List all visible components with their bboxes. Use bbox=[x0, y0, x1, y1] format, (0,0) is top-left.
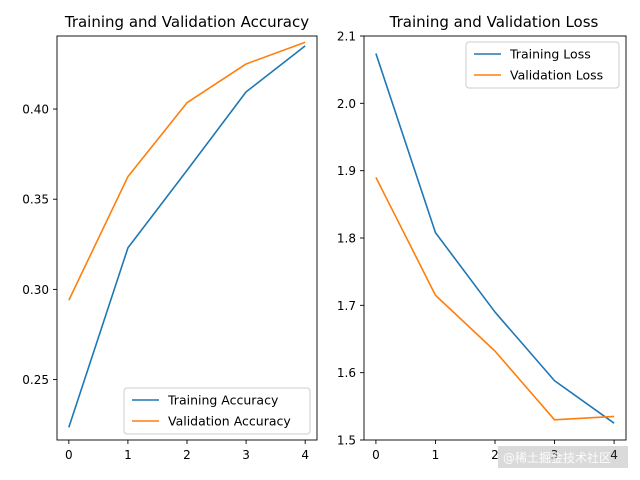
loss-x-tick-label: 2 bbox=[491, 448, 499, 462]
accuracy-x-tick-label: 2 bbox=[183, 448, 191, 462]
accuracy-chart-panel: Training and Validation Accuracy 0 1 2 3 4 0.… bbox=[22, 13, 318, 462]
loss-x-tick-label: 1 bbox=[432, 448, 440, 462]
loss-series-line-training bbox=[375, 53, 615, 424]
loss-y-tick-label: 2.0 bbox=[337, 97, 356, 111]
accuracy-x-tick-label: 1 bbox=[124, 448, 132, 462]
accuracy-y-tick-label: 0.40 bbox=[22, 103, 49, 117]
loss-legend-label-validation: Validation Loss bbox=[510, 68, 603, 83]
accuracy-y-tick-label: 0.30 bbox=[22, 283, 49, 297]
loss-y-tick-label: 1.5 bbox=[337, 434, 356, 448]
loss-y-tick-label: 1.8 bbox=[337, 232, 356, 246]
accuracy-y-tick-label: 0.25 bbox=[22, 373, 49, 387]
accuracy-series-line-validation bbox=[68, 41, 306, 301]
watermark-group: @稀土掘金技术社区 bbox=[498, 446, 628, 468]
loss-chart-title: Training and Validation Loss bbox=[389, 13, 599, 31]
accuracy-x-tick-label: 4 bbox=[301, 448, 309, 462]
accuracy-y-tick-label: 0.35 bbox=[22, 193, 49, 207]
accuracy-legend-label-training: Training Accuracy bbox=[167, 393, 279, 408]
accuracy-chart-title: Training and Validation Accuracy bbox=[64, 13, 309, 31]
accuracy-series-line-training bbox=[68, 45, 306, 428]
accuracy-legend-label-validation: Validation Accuracy bbox=[168, 414, 291, 429]
watermark-text: @稀土掘金技术社区 bbox=[503, 450, 611, 465]
accuracy-legend-box bbox=[123, 387, 311, 435]
accuracy-x-tick-label: 3 bbox=[242, 448, 250, 462]
loss-y-tick-label: 1.9 bbox=[337, 164, 356, 178]
loss-legend-label-training: Training Loss bbox=[509, 47, 591, 62]
loss-x-tick-label: 4 bbox=[610, 448, 618, 462]
loss-y-tick-label: 1.6 bbox=[337, 366, 356, 380]
watermark-backdrop bbox=[498, 446, 628, 468]
loss-series-line-validation bbox=[375, 177, 615, 421]
accuracy-x-tick-label: 0 bbox=[65, 448, 73, 462]
loss-legend-box bbox=[465, 41, 620, 89]
loss-x-tick-label: 0 bbox=[372, 448, 380, 462]
loss-x-tick-label: 3 bbox=[551, 448, 559, 462]
loss-chart-panel: Training and Validation Loss 0 1 2 3 4 1.5 1.6… bbox=[337, 13, 627, 462]
loss-y-tick-label: 2.1 bbox=[337, 30, 356, 44]
loss-y-tick-label: 1.7 bbox=[337, 299, 356, 313]
